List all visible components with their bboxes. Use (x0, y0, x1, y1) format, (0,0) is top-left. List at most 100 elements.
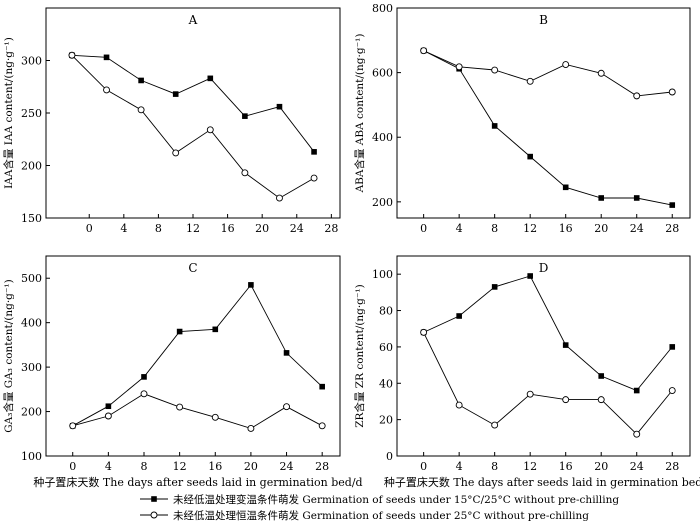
data-point-square (527, 273, 533, 279)
x-tick-label: 4 (120, 222, 127, 235)
x-tick-label: 4 (105, 460, 112, 473)
y-tick-label: 200 (21, 406, 42, 419)
y-tick-label: 300 (21, 55, 42, 68)
data-point-square (207, 75, 214, 82)
data-point-circle (491, 66, 499, 74)
x-tick-label: 20 (594, 222, 608, 235)
x-tick-label: 4 (456, 222, 463, 235)
data-point-circle (247, 424, 255, 432)
x-tick-label: 28 (665, 222, 679, 235)
x-tick-label: 8 (155, 222, 162, 235)
data-point-circle (562, 396, 570, 404)
x-tick-label: 8 (141, 460, 148, 473)
data-point-circle (69, 422, 77, 430)
data-point-square (562, 184, 569, 191)
x-axis-label: 种子置床天数 The days after seeds laid in germ… (384, 475, 700, 489)
x-tick-label: 16 (221, 222, 235, 235)
data-point-circle (276, 194, 283, 202)
data-point-square (491, 284, 498, 290)
x-tick-label: 20 (594, 460, 608, 473)
plot-frame (396, 7, 691, 219)
y-axis-label: ZR含量 ZR content/(ng·g⁻¹) (353, 284, 366, 427)
series-line (423, 275, 673, 392)
series-line (72, 393, 323, 429)
data-point-square (527, 153, 533, 160)
x-tick-label: 28 (665, 460, 679, 473)
series-constant-temp (68, 51, 318, 202)
data-point-square (138, 77, 144, 84)
data-point-circle (455, 63, 463, 71)
data-point-square (669, 202, 676, 208)
series-constant-temp (420, 328, 676, 438)
panel-c: 100 200 300 400 500 0 4 8 12 16 20 24 28 C GA₃含量 GA₃ c… (2, 255, 363, 489)
x-tick-label: 4 (456, 460, 463, 473)
data-point-square (633, 387, 640, 394)
data-point-circle (140, 390, 148, 398)
data-point-circle (526, 77, 534, 85)
data-point-circle (318, 422, 326, 430)
x-tick-label: 0 (420, 222, 427, 235)
y-tick-label: 500 (21, 272, 42, 285)
y-tick-label: 200 (372, 196, 393, 209)
data-point-square (212, 326, 219, 333)
data-point-square (176, 328, 183, 335)
y-tick-label: 0 (386, 450, 393, 463)
data-point-circle (526, 390, 534, 398)
data-point-circle (104, 412, 112, 420)
data-point-circle (176, 403, 184, 411)
data-point-circle (633, 92, 641, 100)
legend-label: 未经低温处理变温条件萌发 Germination of seeds under … (173, 493, 619, 506)
plot-frame (45, 7, 341, 219)
data-point-square (456, 313, 462, 319)
panel-label: C (188, 261, 197, 275)
x-tick-label: 12 (523, 460, 537, 473)
data-point-circle (172, 149, 180, 157)
y-axis-label: IAA含量 IAA content/(ng·g⁻¹) (2, 37, 15, 189)
x-tick-label: 0 (86, 222, 93, 235)
data-point-square (633, 195, 640, 201)
series-variable-temp (420, 273, 676, 394)
plot-frame (45, 255, 341, 457)
x-tick-label: 12 (523, 222, 537, 235)
data-point-circle (103, 86, 110, 94)
data-point-circle (68, 51, 76, 59)
data-point-circle (420, 328, 428, 336)
y-tick-label: 20 (379, 414, 393, 427)
x-tick-label: 12 (173, 460, 187, 473)
legend: 未经低温处理变温条件萌发 Germination of seeds under … (140, 493, 619, 522)
y-axis-label: ABA含量 ABA content/(ng·g⁻¹) (353, 34, 366, 194)
series-constant-temp (420, 47, 676, 100)
y-tick-label: 800 (372, 2, 393, 15)
x-tick-label: 24 (630, 460, 644, 473)
y-axis-label: GA₃含量 GA₃ content/(ng·g⁻¹) (2, 279, 15, 432)
series-line (423, 332, 673, 435)
legend-marker-square (151, 496, 157, 502)
x-tick-label: 24 (630, 222, 644, 235)
data-point-circle (491, 421, 499, 429)
data-point-circle (420, 47, 428, 55)
data-point-square (103, 54, 110, 61)
y-tick-label: 400 (21, 317, 42, 330)
data-point-square (598, 195, 605, 201)
data-point-square (248, 282, 254, 288)
y-tick-label: 300 (21, 361, 42, 374)
data-point-square (141, 374, 147, 380)
panel-a: 150 200 250 300 0 4 8 12 16 20 24 28 A IAA含量 IAA cont… (2, 7, 341, 235)
x-tick-label: 12 (186, 222, 200, 235)
data-point-square (283, 350, 290, 356)
legend-label: 未经低温处理恒温条件萌发 Germination of seeds under … (173, 509, 589, 522)
x-tick-label: 28 (324, 222, 338, 235)
data-point-circle (137, 106, 145, 114)
x-tick-label: 8 (491, 460, 498, 473)
data-point-square (491, 123, 498, 129)
data-point-circle (668, 387, 676, 394)
data-point-square (105, 403, 112, 410)
x-tick-label: 20 (244, 460, 258, 473)
y-tick-label: 250 (21, 107, 42, 120)
plot-frame (396, 255, 691, 457)
data-point-square (319, 383, 325, 390)
y-tick-label: 150 (21, 212, 42, 225)
x-tick-label: 24 (280, 460, 294, 473)
data-point-circle (562, 61, 570, 68)
